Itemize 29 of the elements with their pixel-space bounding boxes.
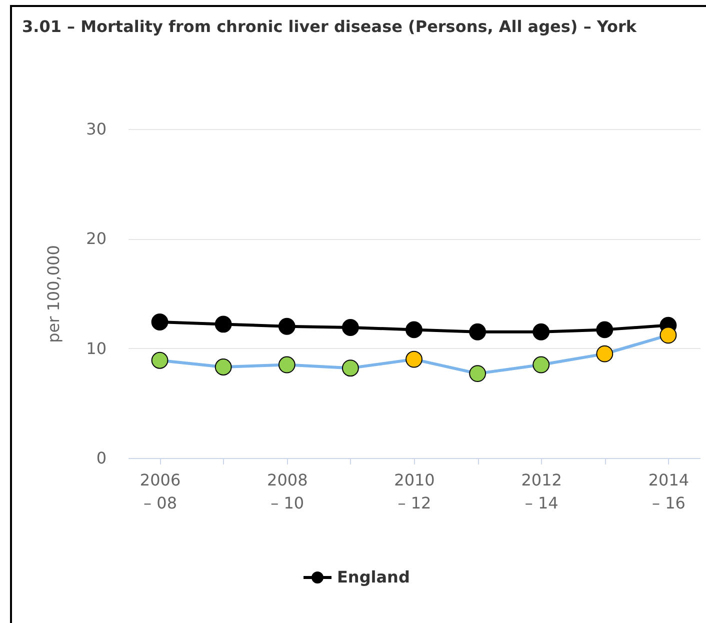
- point: [214, 316, 232, 333]
- x-tick-label: 2012 – 14: [521, 470, 562, 512]
- y-tick-label: 30: [86, 120, 106, 138]
- y-tick-label: 20: [86, 229, 106, 248]
- y-tick-label: 0: [96, 448, 106, 468]
- point: [469, 323, 486, 340]
- point: [342, 319, 359, 336]
- point: [406, 321, 422, 338]
- point: [532, 323, 550, 340]
- legend-label: England: [337, 568, 410, 586]
- point: [532, 356, 550, 374]
- point: [660, 326, 677, 344]
- x-tick-label: 2014 – 16: [648, 470, 690, 512]
- point: [596, 345, 614, 362]
- x-tick-label: 2006 – 08: [140, 470, 181, 512]
- point: [214, 358, 232, 376]
- point: [151, 314, 168, 330]
- point: [406, 350, 422, 368]
- point: [342, 360, 359, 377]
- chart-title: 3.01 – Mortality from chronic liver disease (Persons, All ages) – York: [22, 17, 637, 36]
- point: [151, 352, 168, 369]
- y-axis-title: per 100,000: [44, 245, 64, 343]
- point: [469, 365, 486, 382]
- x-tick-label: 2010 – 12: [394, 470, 435, 512]
- point: [278, 356, 296, 374]
- y-tick-label: 10: [86, 338, 106, 358]
- x-tick-label: 2008 – 10: [267, 470, 308, 512]
- point: [596, 321, 614, 338]
- point: [278, 318, 296, 335]
